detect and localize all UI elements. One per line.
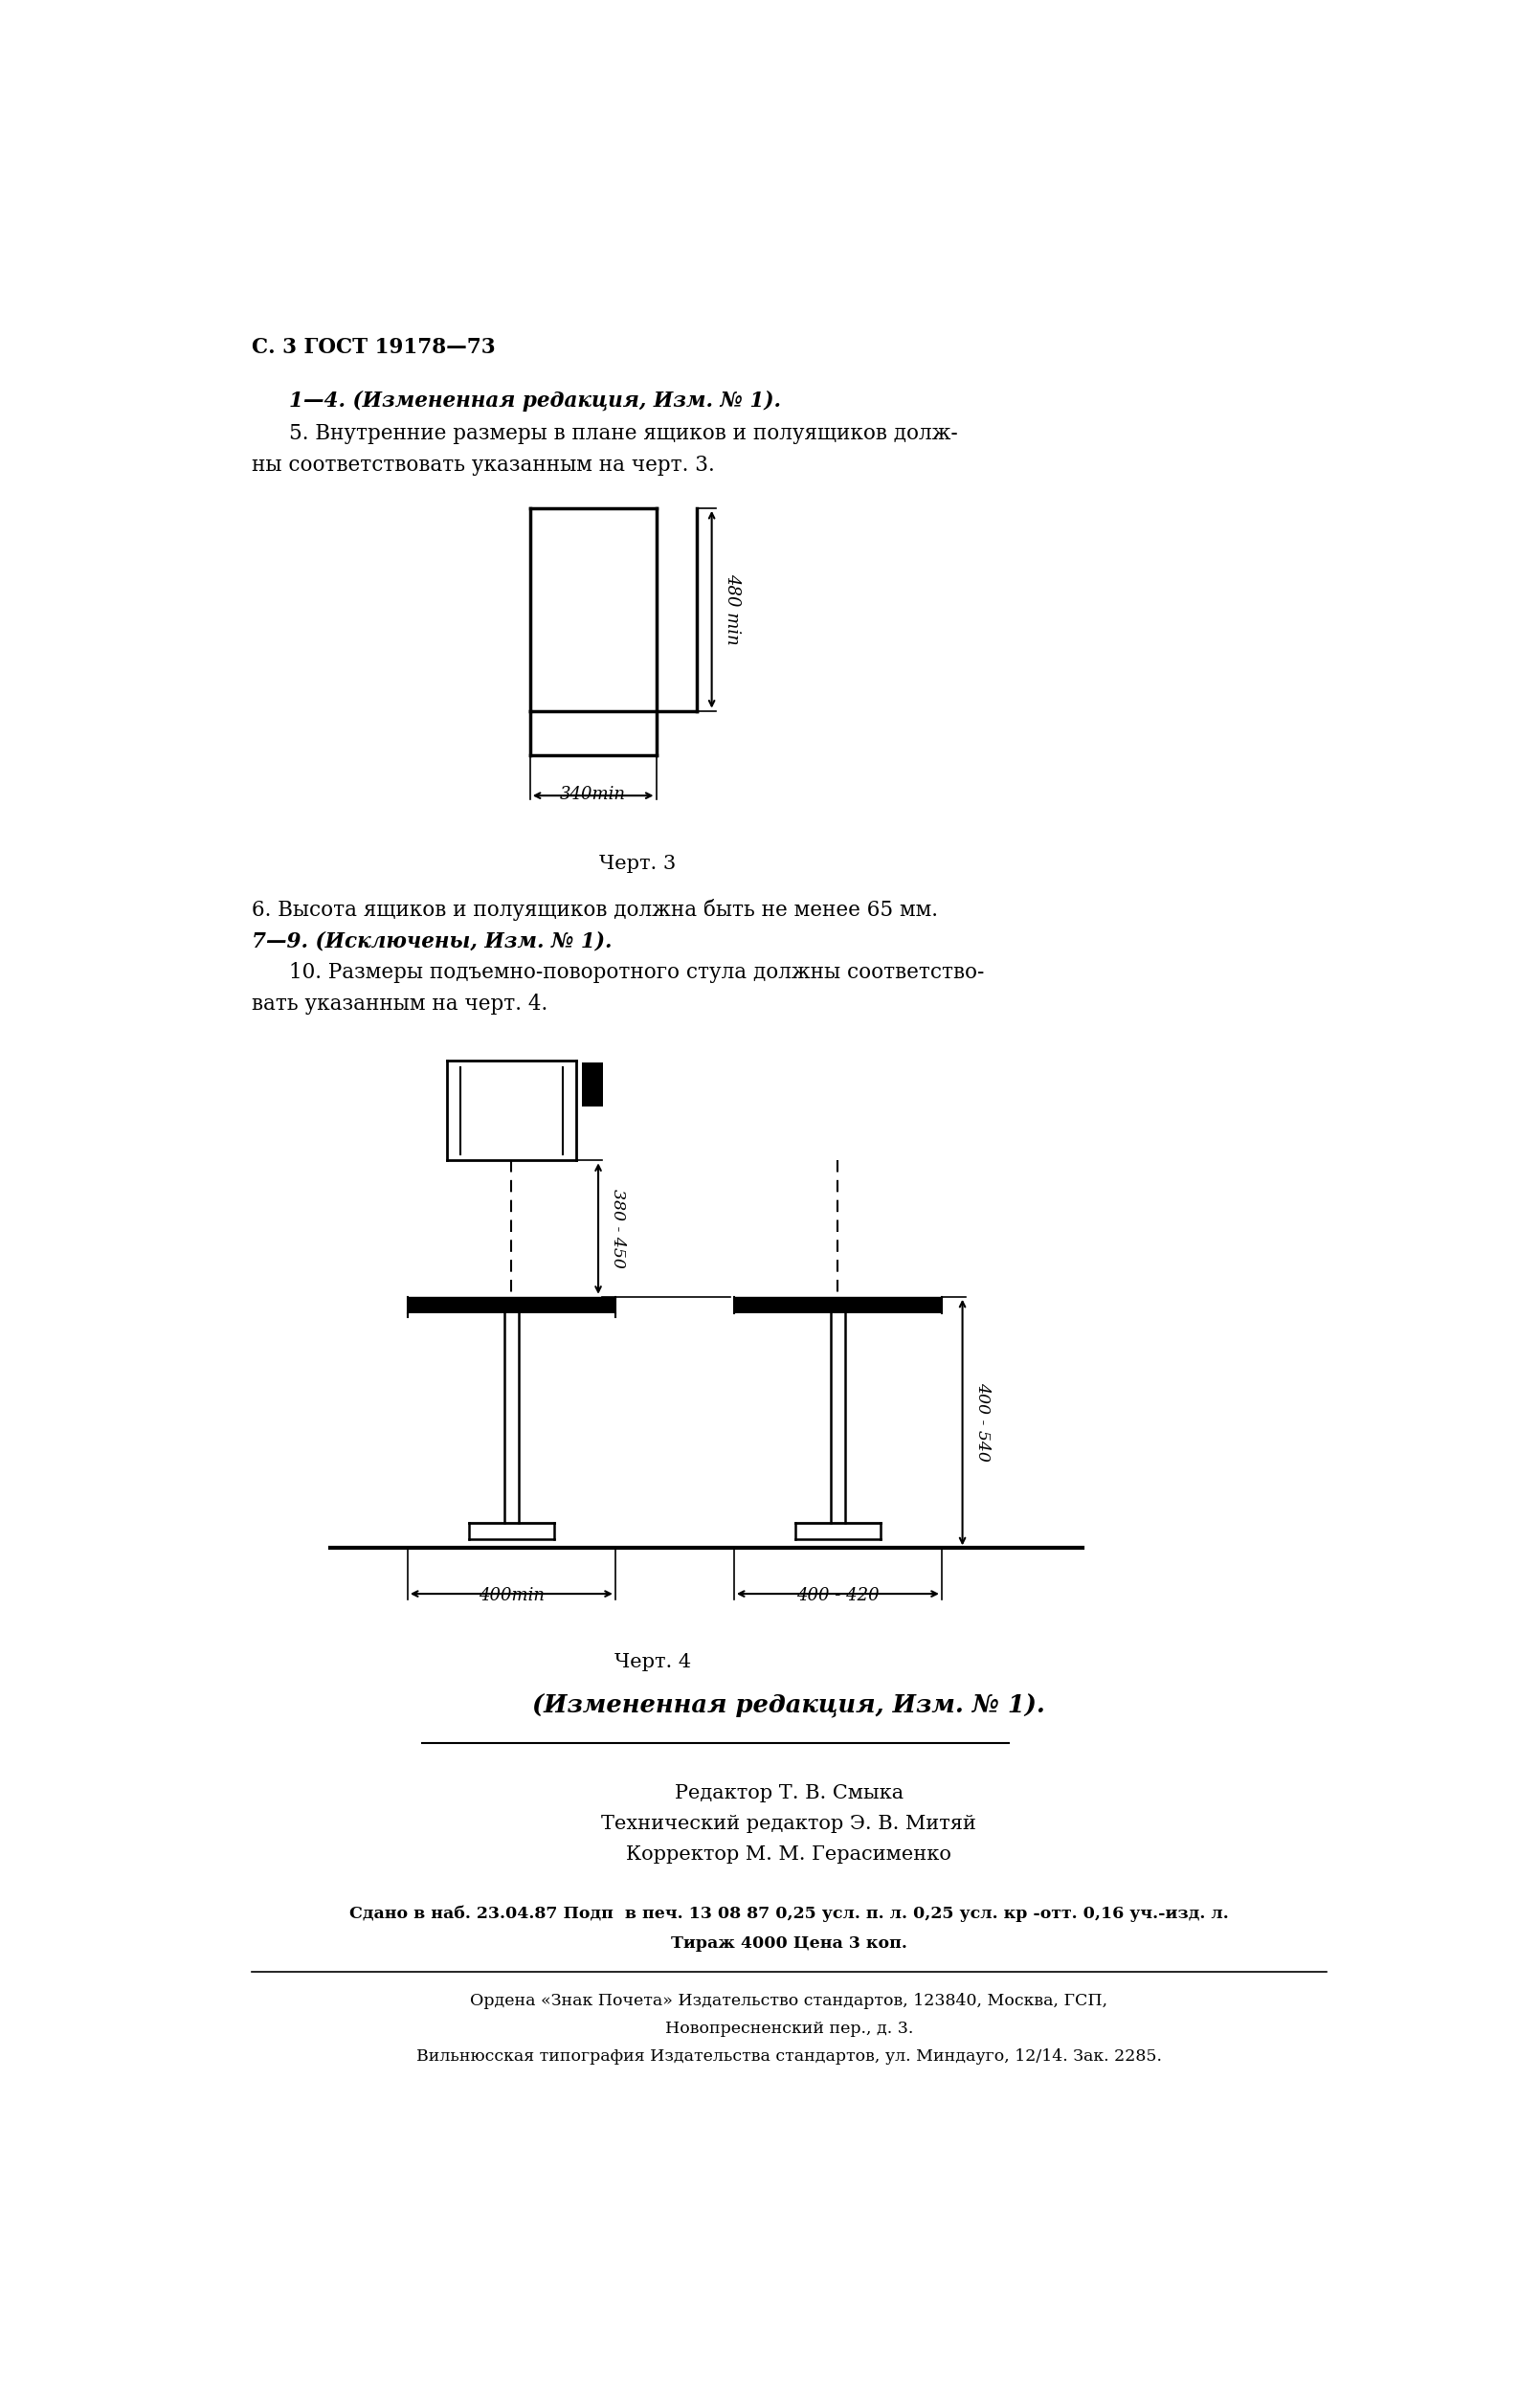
Text: 400min: 400min: [479, 1586, 545, 1605]
Text: (Измененная редакция, Изм. № 1).: (Измененная редакция, Изм. № 1).: [533, 1694, 1046, 1717]
Text: Черт. 4: Черт. 4: [614, 1653, 691, 1672]
Text: 10. Размеры подъемно-поворотного стула должны соответство-: 10. Размеры подъемно-поворотного стула д…: [290, 962, 984, 983]
Text: ны соответствовать указанным на черт. 3.: ны соответствовать указанным на черт. 3.: [253, 454, 715, 476]
Text: С. 3 ГОСТ 19178—73: С. 3 ГОСТ 19178—73: [253, 337, 496, 359]
Text: Корректор М. М. Герасименко: Корректор М. М. Герасименко: [627, 1847, 952, 1863]
Text: 480 min: 480 min: [724, 574, 741, 646]
Text: Черт. 3: Черт. 3: [599, 854, 676, 873]
Text: Новопресненский пер., д. 3.: Новопресненский пер., д. 3.: [665, 2021, 913, 2038]
Text: 5. Внутренние размеры в плане ящиков и полуящиков долж-: 5. Внутренние размеры в плане ящиков и п…: [290, 423, 958, 445]
Text: Технический редактор Э. В. Митяй: Технический редактор Э. В. Митяй: [601, 1816, 976, 1832]
Text: 340min: 340min: [561, 785, 627, 804]
Text: Сдано в наб. 23.04.87 Подп  в печ. 13 08 87 0,25 усл. п. л. 0,25 усл. кр -отт. 0: Сдано в наб. 23.04.87 Подп в печ. 13 08 …: [350, 1906, 1229, 1923]
Text: 7—9. (Исключены, Изм. № 1).: 7—9. (Исключены, Изм. № 1).: [253, 930, 613, 952]
Text: 400 - 420: 400 - 420: [796, 1586, 879, 1605]
Text: Ордена «Знак Почета» Издательство стандартов, 123840, Москва, ГСП,: Ордена «Знак Почета» Издательство станда…: [470, 1993, 1107, 2009]
Text: Вильнюсская типография Издательства стандартов, ул. Миндауго, 12/14. Зак. 2285.: Вильнюсская типография Издательства стан…: [416, 2048, 1161, 2064]
Bar: [582, 1062, 602, 1107]
Text: Редактор Т. В. Смыка: Редактор Т. В. Смыка: [675, 1784, 904, 1801]
Text: 400 - 540: 400 - 540: [975, 1383, 990, 1462]
Text: 380 - 450: 380 - 450: [610, 1189, 627, 1268]
Text: вать указанным на черт. 4.: вать указанным на черт. 4.: [253, 993, 548, 1014]
Text: 6. Высота ящиков и полуящиков должна быть не менее 65 мм.: 6. Высота ящиков и полуящиков должна быт…: [253, 899, 938, 921]
Text: Тираж 4000 Цена 3 коп.: Тираж 4000 Цена 3 коп.: [671, 1935, 907, 1952]
Bar: [735, 1296, 941, 1313]
Text: 1—4. (Измененная редакция, Изм. № 1).: 1—4. (Измененная редакция, Изм. № 1).: [290, 390, 781, 411]
Bar: [408, 1296, 616, 1313]
